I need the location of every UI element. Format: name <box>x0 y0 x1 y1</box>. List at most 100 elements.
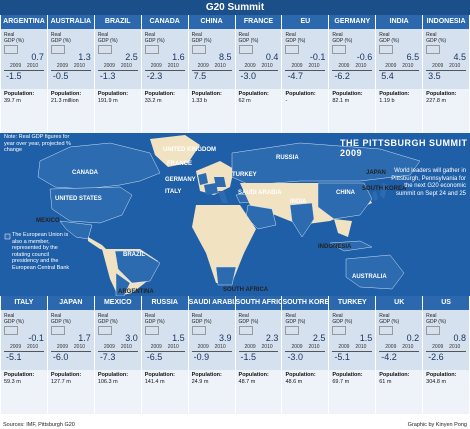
gdp-2010-value: 8.5 <box>219 52 232 62</box>
real-gdp-label: Real GDP (%) <box>97 32 118 44</box>
country-card: CANADA Real GDP (%) 1.6 2009 2010 -2.3 Populat… <box>141 15 188 133</box>
real-gdp-label: Real GDP (%) <box>191 32 212 44</box>
real-gdp-label: Real GDP (%) <box>238 32 259 44</box>
population-value: 304.8 m <box>426 379 447 385</box>
real-gdp-label: Real GDP (%) <box>97 313 118 325</box>
map-label-south-korea: SOUTH KOREA <box>362 186 407 192</box>
country-name: ITALY <box>1 296 47 310</box>
country-name: ARGENTINA <box>1 15 47 29</box>
australia-shape <box>345 254 405 290</box>
gdp-baseline <box>144 351 185 352</box>
country-card: GERMANY Real GDP (%) -0.6 2009 2010 -6.2 Popul… <box>329 15 376 133</box>
usa-shape <box>49 186 133 224</box>
gdp-2009-value: -6.2 <box>334 71 350 81</box>
year-2009-label: 2009 <box>150 63 162 69</box>
country-card: INDONESIA Real GDP (%) 4.5 2009 2010 3.5 Popul… <box>423 15 470 133</box>
year-2010-label: 2010 <box>308 344 320 350</box>
gdp-2010-value: 1.6 <box>172 52 185 62</box>
gdp-baseline <box>426 70 467 71</box>
year-2010-label: 2010 <box>355 344 367 350</box>
map-label-saudi-arabia: SAUDI ARABIA <box>238 190 282 196</box>
year-2009-label: 2009 <box>338 344 350 350</box>
real-gdp-label: Real GDP (%) <box>332 313 353 325</box>
country-name: JAPAN <box>47 296 94 310</box>
country-card: ITALY Real GDP (%) -0.1 2009 2010 -5.1 Populat… <box>1 296 47 414</box>
gdp-baseline <box>285 70 326 71</box>
gdp-2010-value: 6.5 <box>406 52 420 62</box>
credit: Graphic by Kinyen Pong <box>407 422 467 428</box>
indonesia-shape <box>329 240 373 252</box>
gdp-2009-value: -2.3 <box>146 71 163 81</box>
india-shape <box>289 202 315 238</box>
year-2009-label: 2009 <box>197 63 209 69</box>
real-gdp-label: Real GDP (%) <box>144 313 165 325</box>
population-value: 141.4 m <box>144 379 165 385</box>
year-2009-label: 2009 <box>385 63 397 69</box>
population-label: Population: <box>332 91 363 97</box>
gdp-2009-value: -6.5 <box>146 352 163 362</box>
flag-icon <box>238 45 253 54</box>
population-label: Population: <box>238 372 269 378</box>
gdp-baseline <box>332 70 373 71</box>
flag-icon <box>4 326 18 335</box>
gdp-2009-value: -6.0 <box>52 352 69 362</box>
population-value: 62 m <box>238 98 251 104</box>
mexico-shape <box>59 220 93 240</box>
population-label: Population: <box>191 372 222 378</box>
flag-icon <box>426 326 441 335</box>
population-box: Population: 24.9 m <box>188 370 235 414</box>
country-name: SOUTH AFRICA <box>235 296 282 310</box>
map-label-turkey: TURKEY <box>232 172 257 178</box>
flag-icon <box>426 45 441 54</box>
population-value: 61 m <box>379 379 392 385</box>
gdp-baseline <box>238 70 279 71</box>
gdp-2010-value: -0.6 <box>356 52 373 62</box>
population-box: Population: 304.8 m <box>423 370 470 414</box>
gdp-2010-value: 4.5 <box>453 52 467 62</box>
pittsburgh-summit-logo: THE PITTSBURGH SUMMIT 2009 <box>340 138 468 158</box>
gdp-2010-value: -0.1 <box>309 52 326 62</box>
map-label-france: FRANCE <box>167 161 192 167</box>
gdp-2009-value: 3.5 <box>428 71 441 81</box>
country-card: FRANCE Real GDP (%) 0.4 2009 2010 -3.0 Populat… <box>235 15 282 133</box>
year-2010-label: 2010 <box>261 63 273 69</box>
flag-icon <box>379 45 394 54</box>
population-label: Population: <box>238 91 269 97</box>
country-name: CHINA <box>188 15 235 29</box>
year-2009-label: 2009 <box>103 63 115 69</box>
gdp-2010-value: 1.5 <box>359 333 373 343</box>
population-box: Population: 21.3 million <box>47 89 94 133</box>
sources: Sources: IMF, Pittsburgh G20 <box>3 422 75 428</box>
map-label-india: INDIA <box>290 199 307 205</box>
top-country-row: ARGENTINA Real GDP (%) 0.7 2009 2010 -1.5 Popu… <box>0 15 470 133</box>
france-shape <box>204 183 218 195</box>
year-2010-label: 2010 <box>402 344 414 350</box>
gdp-baseline <box>379 70 420 71</box>
gdp-2009-value: 5.4 <box>381 71 394 81</box>
year-2010-label: 2010 <box>27 63 39 69</box>
legend-swatch <box>4 233 11 240</box>
year-2009-label: 2009 <box>338 63 350 69</box>
real-gdp-label: Real GDP (%) <box>285 32 306 44</box>
year-2009-label: 2009 <box>56 344 69 350</box>
gdp-2009-value: -4.2 <box>381 352 397 362</box>
population-box: Population: 82.1 m <box>329 89 376 133</box>
country-card: CHINA Real GDP (%) 8.5 2009 2010 7.5 Populatio… <box>188 15 235 133</box>
gdp-2009-value: -3.0 <box>240 71 257 81</box>
map-label-germany: GERMANY <box>165 177 196 183</box>
world-map <box>0 133 470 296</box>
year-2009-label: 2009 <box>432 63 444 69</box>
gdp-baseline <box>4 70 44 71</box>
population-box: Population: 106.3 m <box>94 370 141 414</box>
gdp-baseline <box>97 70 138 71</box>
year-2009-label: 2009 <box>10 63 22 69</box>
italy-shape <box>218 191 228 203</box>
gdp-2009-value: -0.9 <box>193 352 210 362</box>
gdp-2010-value: 0.4 <box>265 52 279 62</box>
gdp-2010-value: 3.9 <box>219 333 232 343</box>
population-label: Population: <box>426 91 457 97</box>
flag-icon <box>50 326 65 335</box>
flag-icon <box>50 45 65 54</box>
gdp-2010-value: 2.5 <box>125 52 138 62</box>
gdp-2009-value: -0.5 <box>52 71 69 81</box>
